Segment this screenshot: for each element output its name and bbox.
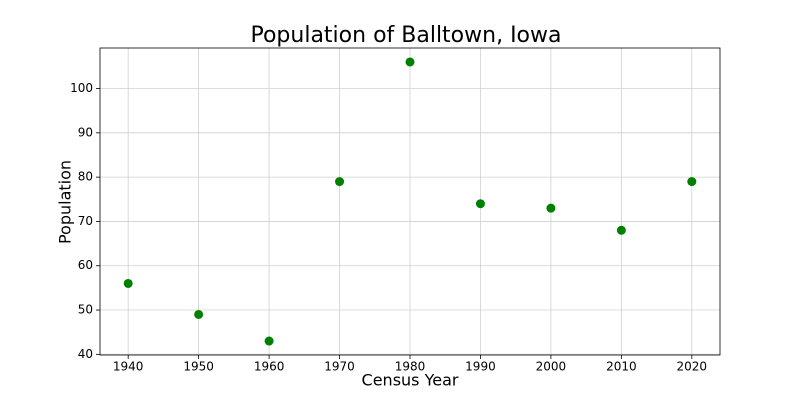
- x-tick-label: 1990: [465, 360, 496, 374]
- x-tick-label: 2020: [677, 360, 708, 374]
- y-tick-label: 50: [78, 303, 93, 317]
- y-tick-label: 100: [70, 81, 93, 95]
- point: [405, 57, 415, 67]
- y-tick-label: 40: [78, 347, 93, 361]
- x-tick-label: 2000: [536, 360, 567, 374]
- point: [123, 278, 133, 288]
- y-tick-label: 70: [78, 214, 93, 228]
- point: [475, 199, 485, 209]
- y-axis-label: Population: [56, 160, 75, 244]
- point: [264, 336, 274, 346]
- chart-title: Population of Balltown, Iowa: [250, 23, 561, 48]
- x-tick-label: 1970: [324, 360, 355, 374]
- point: [616, 225, 626, 235]
- x-tick-label: 2010: [606, 360, 637, 374]
- point: [335, 177, 345, 187]
- y-tick-label: 90: [78, 125, 93, 139]
- y-tick-label: 80: [78, 170, 93, 184]
- point: [546, 203, 556, 213]
- x-tick-label: 1950: [183, 360, 214, 374]
- x-tick-label: 1980: [395, 360, 426, 374]
- point: [194, 309, 204, 319]
- y-tick-label: 60: [78, 258, 93, 272]
- plot-frame: [99, 47, 721, 356]
- point: [687, 177, 697, 187]
- x-axis-label: Census Year: [362, 371, 459, 390]
- x-tick-label: 1960: [254, 360, 285, 374]
- x-tick-label: 1940: [113, 360, 144, 374]
